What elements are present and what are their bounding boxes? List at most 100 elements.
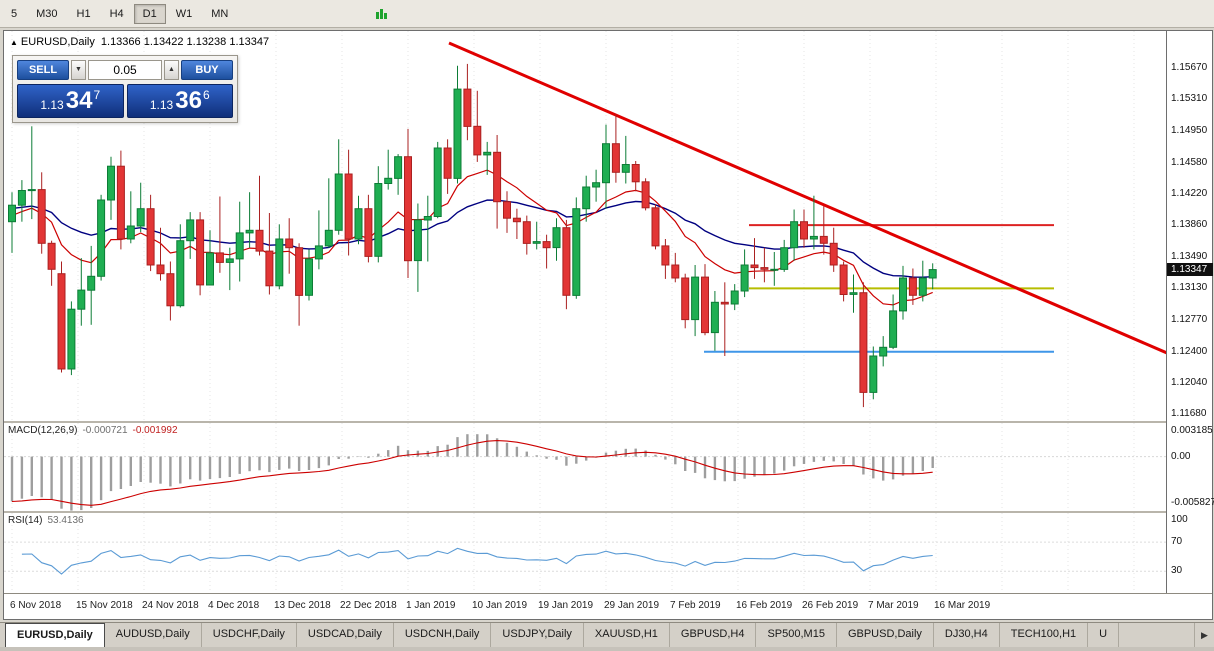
date-label: 13 Dec 2018 [274, 600, 331, 611]
date-label: 6 Nov 2018 [10, 600, 62, 611]
date-label: 15 Nov 2018 [76, 600, 133, 611]
timeframe-button-group: 5 M30 H1 H4 D1 W1 MN [2, 3, 237, 24]
chart-tab-xauusd-h1[interactable]: XAUUSD,H1 [584, 623, 670, 647]
price-axis-label: 1.12770 [1171, 313, 1208, 325]
timeframe-button-h1[interactable]: H1 [76, 7, 91, 20]
sell-price-base: 1.13 [40, 97, 64, 112]
sell-price-point: 7 [93, 88, 101, 102]
chart-ohlc-header: ▲ EURUSD,Daily 1.13366 1.13422 1.13238 1.1… [10, 36, 269, 48]
volume-decrease-button[interactable]: ▼ [71, 60, 86, 80]
macd-name: MACD(12,26,9) [8, 425, 78, 436]
price-axis-label: 1.11680 [1171, 408, 1207, 420]
date-label: 22 Dec 2018 [340, 600, 397, 611]
macd-panel[interactable]: MACD(12,26,9) -0.000721 -0.001992 [4, 423, 1166, 511]
timeframe-button-m30[interactable]: M30 [36, 7, 58, 20]
chart-tab-tech100-h1[interactable]: TECH100,H1 [1000, 623, 1089, 647]
sell-button[interactable]: SELL [17, 60, 69, 80]
price-axis-label: 1.14580 [1171, 156, 1208, 168]
volume-input[interactable]: 0.05 [88, 60, 162, 80]
ma-fast-line [11, 169, 933, 306]
timeframe-button-5[interactable]: 5 [11, 7, 18, 20]
rsi-line [21, 547, 933, 575]
chart-tab-usdcad-daily[interactable]: USDCAD,Daily [297, 623, 394, 647]
buy-price-pips: 36 [175, 87, 202, 114]
buy-price-base: 1.13 [149, 97, 174, 112]
rsi-label: RSI(14) 53.4136 [8, 515, 84, 526]
one-click-trading-panel: SELL ▼ 0.05 ▲ BUY 1.13 34 7 1.13 36 6 [12, 55, 238, 123]
macd-signal-value: -0.001992 [132, 425, 178, 436]
price-axis[interactable]: 1.15670 1.15310 1.14950 1.14580 1.14220 1.138… [1166, 31, 1214, 593]
macd-axis-label: 0.00 [1171, 450, 1191, 462]
price-axis-label: 1.15310 [1171, 93, 1208, 105]
date-label: 16 Mar 2019 [934, 600, 991, 611]
chart-symbol: EURUSD,Daily [20, 36, 95, 48]
chart-tab-bar: EURUSD,Daily AUDUSD,Daily USDCHF,Daily USDC… [0, 622, 1214, 647]
sell-price-button[interactable]: 1.13 34 7 [17, 84, 124, 118]
chart-tabs: EURUSD,Daily AUDUSD,Daily USDCHF,Daily USDC… [0, 623, 1194, 647]
date-label: 7 Mar 2019 [868, 600, 919, 611]
date-axis[interactable]: 6 Nov 2018 15 Nov 2018 24 Nov 2018 4 Dec 20… [4, 593, 1212, 619]
rsi-axis-label: 100 [1171, 514, 1188, 526]
price-axis-label: 1.12400 [1171, 345, 1208, 357]
timeframe-button-w1[interactable]: W1 [175, 7, 193, 20]
price-axis-label: 1.15670 [1171, 62, 1208, 74]
chart-window: ▲ EURUSD,Daily 1.13366 1.13422 1.13238 1.1… [3, 30, 1214, 620]
chart-ohlc-values: 1.13366 1.13422 1.13238 1.13347 [100, 36, 270, 48]
rsi-axis-label: 70 [1171, 536, 1183, 548]
panel-separator[interactable] [4, 421, 1212, 423]
chart-tab-dj30-h4[interactable]: DJ30,H4 [934, 623, 1000, 647]
chart-tab-gbpusd-h4[interactable]: GBPUSD,H4 [670, 623, 757, 647]
volume-increase-button[interactable]: ▲ [164, 60, 179, 80]
rsi-name: RSI(14) [8, 515, 43, 526]
date-label: 10 Jan 2019 [472, 600, 528, 611]
chart-tab-usdjpy-daily[interactable]: USDJPY,Daily [491, 623, 584, 647]
chart-tab-sp500-m15[interactable]: SP500,M15 [756, 623, 837, 647]
date-label: 24 Nov 2018 [142, 600, 199, 611]
rsi-panel[interactable]: RSI(14) 53.4136 [4, 513, 1166, 593]
rsi-axis-label: 30 [1171, 565, 1183, 577]
price-axis-label: 1.12040 [1171, 376, 1208, 388]
date-label: 29 Jan 2019 [604, 600, 660, 611]
timeframe-button-mn[interactable]: MN [211, 7, 229, 20]
trendline[interactable] [448, 41, 1166, 355]
chart-tab-eurusd-daily[interactable]: EURUSD,Daily [5, 623, 105, 647]
rsi-value: 53.4136 [47, 515, 84, 526]
timeframe-button-h4[interactable]: H4 [109, 7, 124, 20]
date-label: 1 Jan 2019 [406, 600, 456, 611]
horizontal-scrollbar[interactable] [0, 647, 1214, 651]
price-axis-label: 1.13860 [1171, 219, 1208, 231]
timeframe-toolbar: 5 M30 H1 H4 D1 W1 MN [0, 0, 1214, 28]
price-chart[interactable]: ▲ EURUSD,Daily 1.13366 1.13422 1.13238 1.1… [4, 31, 1166, 421]
chart-tab-audusd-daily[interactable]: AUDUSD,Daily [105, 623, 202, 647]
buy-price-button[interactable]: 1.13 36 6 [126, 84, 233, 118]
price-axis-label: 1.14220 [1171, 187, 1208, 199]
chart-tab-u[interactable]: U [1088, 623, 1120, 647]
price-axis-label: 1.13130 [1171, 282, 1208, 294]
price-axis-label: 1.14950 [1171, 124, 1208, 136]
date-label: 4 Dec 2018 [208, 600, 260, 611]
chart-tab-usdchf-daily[interactable]: USDCHF,Daily [202, 623, 297, 647]
macd-axis-label: 0.003185 [1171, 425, 1213, 437]
tab-scroll-right-button[interactable]: ▶ [1194, 623, 1214, 647]
sell-price-pips: 34 [65, 87, 93, 114]
macd-value: -0.000721 [82, 425, 128, 436]
buy-price-point: 6 [202, 88, 210, 102]
ma-slow-line [11, 199, 933, 278]
panel-separator[interactable] [4, 511, 1212, 513]
macd-label: MACD(12,26,9) -0.000721 -0.001992 [8, 425, 178, 436]
date-label: 7 Feb 2019 [670, 600, 721, 611]
chart-tab-gbpusd-daily[interactable]: GBPUSD,Daily [837, 623, 934, 647]
date-label: 16 Feb 2019 [736, 600, 793, 611]
timeframe-button-d1[interactable]: D1 [133, 3, 166, 24]
mini-chart-icon[interactable] [375, 7, 388, 20]
current-price-badge: 1.13347 [1167, 262, 1213, 276]
macd-axis-label: -0.005827 [1171, 497, 1214, 509]
macd-signal-line [11, 440, 933, 506]
price-axis-label: 1.13490 [1171, 251, 1208, 263]
date-label: 19 Jan 2019 [538, 600, 594, 611]
expand-arrow-icon[interactable]: ▲ [10, 38, 18, 47]
chart-tab-usdcnh-daily[interactable]: USDCNH,Daily [394, 623, 492, 647]
buy-button[interactable]: BUY [181, 60, 233, 80]
date-label: 26 Feb 2019 [802, 600, 859, 611]
